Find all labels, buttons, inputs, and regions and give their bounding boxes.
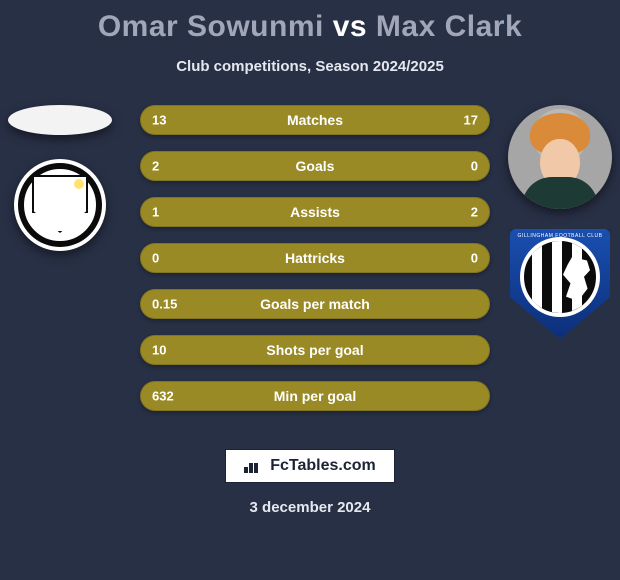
stat-row: 0.15 Goals per match [140,289,490,319]
stat-left-value: 0.15 [152,297,177,312]
subtitle: Club competitions, Season 2024/2025 [0,58,620,75]
barchart-icon [244,459,262,473]
stat-left-value: 10 [152,343,166,358]
player1-name: Omar Sowunmi [98,10,324,43]
crest-inner-ring-icon [520,237,600,317]
stat-row: 13 Matches 17 [140,105,490,135]
stat-left-value: 632 [152,389,174,404]
comparison-stage: 13 Matches 17 2 Goals 0 1 Assists 2 0 Ha… [0,105,620,445]
stat-bars: 13 Matches 17 2 Goals 0 1 Assists 2 0 Ha… [140,105,490,427]
stat-label: Matches [287,112,343,128]
stat-label: Assists [290,204,340,220]
player2-avatar [508,105,612,209]
stat-label: Shots per goal [266,342,363,358]
stat-right-value: 17 [464,113,478,128]
stat-label: Goals [296,158,335,174]
player2-club-crest: GILLINGHAM FOOTBALL CLUB [510,229,610,339]
crest-stripe-icon [552,241,562,313]
fctables-logo-text: FcTables.com [270,457,376,475]
stat-row: 632 Min per goal [140,381,490,411]
stat-left-value: 0 [152,251,159,266]
stat-row: 10 Shots per goal [140,335,490,365]
snapshot-date: 3 december 2024 [0,499,620,516]
stat-left-value: 2 [152,159,159,174]
stat-label: Min per goal [274,388,356,404]
vs-text: vs [333,10,367,43]
stat-right-value: 2 [471,205,478,220]
stat-label: Goals per match [260,296,370,312]
avatar-shirt-icon [522,177,598,209]
crest-sun-icon [74,179,84,189]
crest-stripe-icon [532,241,542,313]
player2-name: Max Clark [376,10,522,43]
crest-horse-icon [560,257,590,301]
stat-row: 2 Goals 0 [140,151,490,181]
player1-avatar-placeholder [8,105,112,135]
stat-row: 1 Assists 2 [140,197,490,227]
fctables-logo[interactable]: FcTables.com [225,449,395,483]
stat-right-value: 0 [471,159,478,174]
stat-left-value: 1 [152,205,159,220]
comparison-title: Omar Sowunmi vs Max Clark [0,0,620,44]
attribution-row: FcTables.com [0,449,620,483]
stat-right-value: 0 [471,251,478,266]
right-column: GILLINGHAM FOOTBALL CLUB [500,105,620,445]
stat-left-value: 13 [152,113,166,128]
stat-row: 0 Hattricks 0 [140,243,490,273]
stat-label: Hattricks [285,250,345,266]
left-column [0,105,120,445]
player1-club-crest [14,159,106,251]
